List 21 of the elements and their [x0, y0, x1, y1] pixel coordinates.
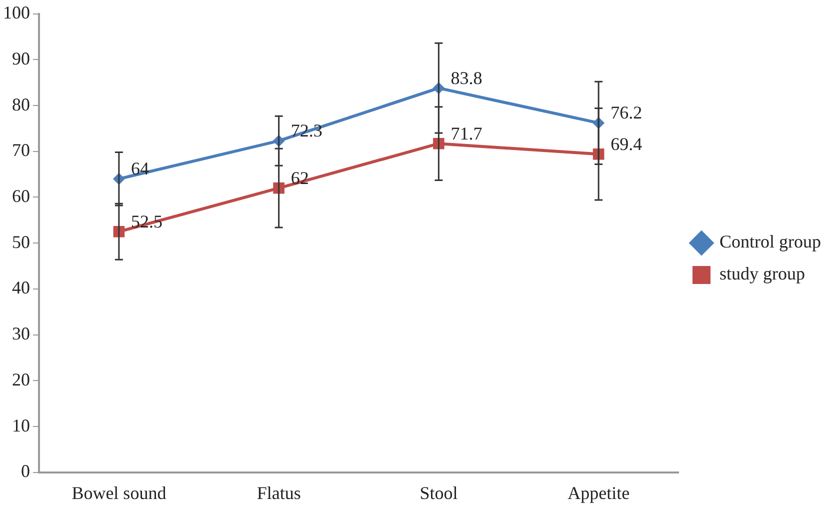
x-tick-label: Flatus [256, 482, 301, 503]
y-tick-label: 30 [12, 324, 30, 344]
y-tick-label: 10 [12, 415, 30, 436]
data-label: 69.4 [610, 134, 642, 154]
y-tick-label: 80 [12, 94, 30, 114]
y-tick-label: 100 [3, 2, 30, 23]
y-tick-label: 60 [12, 186, 30, 206]
x-tick-label: Bowel sound [72, 482, 166, 503]
x-tick-label: Stool [420, 482, 458, 503]
y-tick-label: 0 [21, 461, 30, 482]
y-tick-label: 70 [12, 140, 30, 160]
x-tick-label: Appetite [568, 482, 630, 503]
y-tick-label: 20 [12, 369, 30, 390]
data-label: 76.2 [610, 102, 642, 123]
y-tick-label: 90 [12, 48, 30, 68]
legend-label: Control group [720, 232, 822, 252]
y-tick-label: 40 [12, 278, 30, 298]
y-tick-label: 50 [12, 232, 30, 252]
data-label: 71.7 [450, 123, 482, 144]
legend-label: study group [720, 264, 806, 284]
data-label: 83.8 [450, 68, 482, 88]
